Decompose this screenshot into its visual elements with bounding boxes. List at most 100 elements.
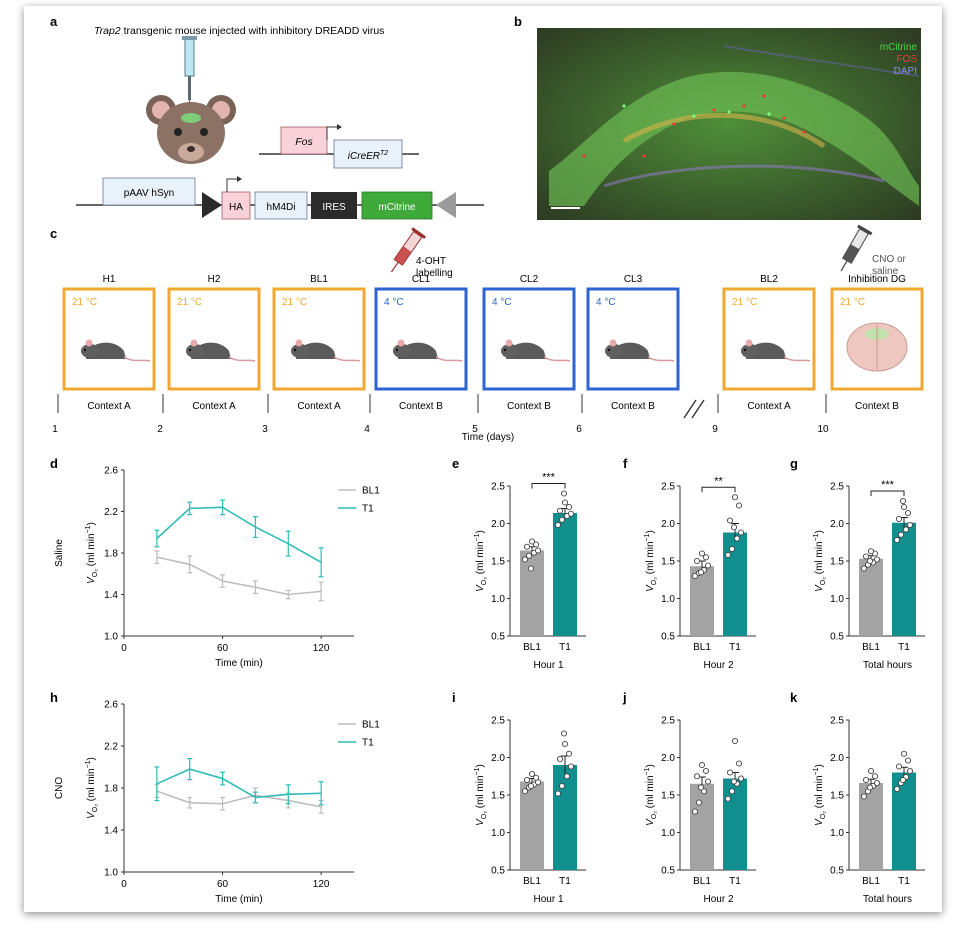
data-point: [558, 782, 566, 790]
y-tick-label: 2.6: [104, 466, 118, 477]
y-axis-label: VO₂ (ml min−1): [85, 757, 99, 819]
data-point: [532, 541, 540, 548]
break-mark-2: [691, 399, 705, 419]
x-axis-label: Total hours: [863, 894, 912, 905]
x-axis-label: Time (min): [215, 894, 262, 905]
bar-chart-g: 0.5 1.0 1.5 2.0 2.5 VO₂ (ml min−1) BL1 T1 Total …: [813, 479, 925, 671]
mouse-icon: [186, 339, 256, 362]
x-tick-label: BL1: [693, 642, 711, 653]
data-point: [693, 773, 701, 780]
session-temp: 21 °C: [72, 297, 97, 308]
y-tick-label: 1.4: [104, 590, 118, 601]
y-tick-label: 1.0: [830, 594, 844, 605]
fos-box: [280, 126, 328, 155]
y-tick-label: 0.5: [830, 632, 844, 643]
x-tick-label: BL1: [862, 876, 880, 887]
legend-label: BL1: [362, 720, 380, 731]
session-box: [374, 287, 468, 391]
data-point: [565, 750, 573, 757]
bar-bl1: [520, 550, 544, 636]
y-tick-label: 2.2: [104, 742, 118, 753]
row-label: CNO: [54, 777, 65, 799]
x-tick-label: 0: [121, 643, 127, 654]
y-axis-label: VO₂ (ml min−1): [813, 764, 827, 826]
data-point: [735, 760, 743, 767]
dentate-gyrus-shape: [549, 71, 919, 206]
ohtsyringe-icon: [390, 227, 427, 273]
syringe-icon: [182, 36, 197, 110]
data-point: [904, 509, 912, 517]
panel-letter-i: i: [452, 690, 456, 705]
cno-label-line-2: saline: [872, 266, 899, 277]
x-tick-label: BL1: [862, 642, 880, 653]
data-point: [528, 538, 536, 545]
data-point: [556, 755, 564, 763]
data-point: [554, 521, 562, 529]
panel-letter-f: f: [623, 456, 628, 471]
y-tick-label: 1.0: [830, 828, 844, 839]
data-point: [697, 784, 705, 791]
y-axis-label: VO₂ (ml min−1): [85, 522, 99, 584]
data-point: [528, 770, 536, 778]
x-tick-label: T1: [559, 876, 571, 887]
x-axis-label: Hour 1: [533, 660, 563, 671]
session-context: Context B: [855, 401, 899, 412]
mouse-icon: [81, 339, 151, 362]
mouse-icon: [291, 339, 361, 362]
significance-bracket: [701, 486, 736, 493]
session-box: [167, 287, 261, 391]
y-tick-label: 2.5: [491, 716, 505, 727]
session-temp: 21 °C: [177, 297, 202, 308]
x-tick-label: BL1: [693, 876, 711, 887]
x-axis-label: Total hours: [863, 660, 912, 671]
y-tick-label: 1.5: [491, 791, 505, 802]
data-point: [565, 503, 573, 511]
y-axis-label: VO₂ (ml min−1): [474, 530, 488, 592]
session-box: [272, 287, 366, 391]
data-point: [730, 778, 738, 785]
y-tick-label: 2.5: [830, 716, 844, 727]
x-tick-label: 0: [121, 879, 127, 890]
data-point: [900, 503, 908, 511]
y-tick-label: 1.0: [491, 594, 505, 605]
y-tick-label: 1.0: [491, 828, 505, 839]
x-axis-label: Time (min): [215, 658, 262, 669]
y-tick-label: 0.5: [661, 632, 675, 643]
y-tick-label: 2.0: [830, 519, 844, 530]
hm4di-label: hM4Di: [267, 202, 296, 213]
hm4di-box: [254, 191, 308, 220]
y-tick-label: 2.0: [830, 753, 844, 764]
data-point: [902, 526, 910, 533]
data-point: [873, 556, 881, 563]
break-mark-1: [683, 399, 697, 419]
icreer-label: iCreERT2: [348, 150, 389, 162]
session-temp: 21 °C: [840, 297, 865, 308]
y-tick-label: 2.2: [104, 507, 118, 518]
session-name: H2: [208, 274, 221, 285]
session-temp: 4 °C: [492, 297, 512, 308]
bar-chart-k: 0.5 1.0 1.5 2.0 2.5 VO₂ (ml min−1) BL1 T1 Total …: [813, 716, 925, 905]
bar-chart-j: 0.5 1.0 1.5 2.0 2.5 VO₂ (ml min−1) BL1 T1 Hour 2: [644, 716, 756, 905]
line-chart-h: 1.0 1.4 1.8 2.2 2.6 0 60 120 Time (min) VO₂ (ml m…: [54, 700, 380, 906]
panel-a: Trap2 transgenic mouse injected with inh…: [76, 25, 484, 220]
data-point: [730, 524, 738, 531]
y-tick-label: 1.5: [661, 791, 675, 802]
data-point: [523, 776, 531, 784]
y-tick-label: 2.0: [491, 519, 505, 530]
legend-mcitrine: mCitrine: [880, 42, 918, 53]
y-tick-label: 1.5: [661, 557, 675, 568]
y-tick-label: 0.5: [830, 866, 844, 877]
loxp-left-icon: [202, 192, 222, 218]
session-name: CL2: [520, 274, 539, 285]
fos-label: Fos: [295, 136, 313, 148]
mouse-icon: [741, 339, 811, 362]
figure-canvas: a b c d e f g h i j k Trap2 transgenic m…: [50, 14, 925, 906]
panel-letter-k: k: [790, 690, 798, 705]
data-point: [897, 531, 905, 538]
data-point: [561, 740, 569, 748]
data-point: [733, 535, 741, 542]
data-point: [904, 757, 912, 764]
x-tick-label: T1: [729, 876, 741, 887]
data-point: [895, 515, 903, 523]
data-point: [726, 769, 734, 776]
